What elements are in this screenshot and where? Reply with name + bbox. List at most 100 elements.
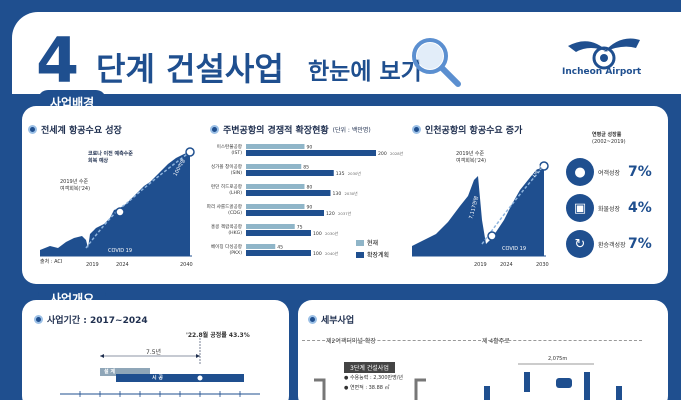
airport-name: 홍콩 첵랍콕공항 bbox=[211, 223, 243, 230]
growth-period: (2002~2019) bbox=[592, 139, 626, 145]
bar-plan-year: 2037년 bbox=[338, 211, 352, 216]
bullet-icon bbox=[28, 125, 37, 134]
bullet-icon bbox=[308, 315, 317, 324]
bar-current bbox=[246, 204, 305, 209]
legend-swatch-current bbox=[356, 239, 364, 246]
bar-plan-label: 200 bbox=[378, 151, 387, 157]
transfer-icon: ↻ bbox=[566, 230, 594, 258]
bar-current-label: 45 bbox=[277, 244, 283, 250]
growth-title: 연평균 성장률 bbox=[592, 132, 622, 138]
bar-plan bbox=[246, 210, 324, 216]
competitor-title: 주변공항의 경쟁적 확장현황 (단위 : 백만명) bbox=[210, 123, 371, 136]
global-note-pre-covid: 코로나 이전 예측수준 회복 예상 bbox=[88, 151, 133, 164]
bar-plan bbox=[246, 230, 311, 236]
incheon-year-2: 2030 bbox=[536, 262, 549, 268]
growth-row-transfer: ↻ 환승객성장 7% bbox=[566, 230, 652, 258]
bar-current-label: 90 bbox=[307, 204, 313, 210]
global-year-0: 2019 bbox=[86, 262, 99, 268]
airport-name: 이스탄불공항 bbox=[217, 143, 243, 150]
runway-length: 2,075m bbox=[548, 356, 568, 362]
bar-plan-label: 120 bbox=[326, 211, 335, 217]
bullet-icon bbox=[34, 315, 43, 324]
detail-box-title: 3단계 건설사업 bbox=[344, 362, 395, 373]
detail-panel bbox=[298, 300, 668, 400]
airport-name: 런던 히드로공항 bbox=[211, 183, 243, 190]
airport-logo-icon bbox=[568, 38, 640, 70]
incheon-demand-chart bbox=[412, 161, 549, 257]
airport-code: (CDG) bbox=[228, 210, 242, 216]
bar-plan bbox=[246, 150, 376, 156]
bar-current-label: 90 bbox=[307, 144, 313, 150]
incheon-year-0: 2019 bbox=[474, 262, 487, 268]
bar-plan bbox=[246, 190, 331, 196]
airport-code: (HKG) bbox=[228, 230, 242, 236]
incheon-year-1: 2024 bbox=[500, 262, 513, 268]
airport-code: (IST) bbox=[231, 150, 242, 156]
bar-current-label: 75 bbox=[297, 224, 303, 230]
overview-panel bbox=[22, 300, 289, 400]
global-year-2: 2040 bbox=[180, 262, 193, 268]
overview-progress: '22.8월 공정률 43.3% bbox=[186, 332, 250, 339]
bar-plan bbox=[246, 250, 311, 256]
magnifier-icon bbox=[412, 38, 461, 87]
airport-name: 파리 샤를드골공항 bbox=[207, 203, 243, 210]
global-year-1: 2024 bbox=[116, 262, 129, 268]
airport-code: (LHR) bbox=[229, 190, 242, 196]
bar-current-label: 85 bbox=[303, 164, 309, 170]
global-demand-title: 전세계 항공수요 성장 bbox=[28, 123, 122, 136]
bar-plan-label: 100 bbox=[313, 251, 322, 257]
detail-capacity: ● 수용능력 : 2,300만명/년 bbox=[344, 375, 404, 381]
bar-plan-year: 2030년 bbox=[345, 191, 359, 196]
terminal-drawing bbox=[314, 378, 426, 400]
bar-current bbox=[246, 144, 305, 149]
title-sub: 한눈에 보기 bbox=[308, 59, 422, 85]
bar-plan-label: 135 bbox=[336, 171, 345, 177]
bar-plan-label: 130 bbox=[333, 191, 342, 197]
bar-plan-year: 2030년 bbox=[325, 231, 339, 236]
detail-area: ● 연면적 : 38.88 ㎡ bbox=[344, 385, 390, 391]
competitor-legend: 현재 확장계획 bbox=[356, 238, 389, 259]
bar-plan-label: 100 bbox=[313, 231, 322, 237]
global-demand-chart bbox=[40, 147, 195, 257]
bar-plan bbox=[246, 170, 334, 176]
airport-code: (SIN) bbox=[231, 170, 242, 176]
airport-code: (PKX) bbox=[229, 250, 242, 256]
airport-name: 베이징 다싱공항 bbox=[211, 243, 243, 250]
title-number: 4 bbox=[36, 24, 80, 97]
incheon-note-recover: 2019년 수준 여객회복('24) bbox=[456, 151, 487, 164]
detail-item-runway: 제 4활주로 bbox=[482, 338, 510, 345]
runway-drawing bbox=[484, 363, 622, 400]
global-source: 출처 : ACI bbox=[40, 259, 63, 265]
title-main: 단계 건설사업 bbox=[96, 50, 284, 88]
bar-plan-year: 2040년 bbox=[325, 251, 339, 256]
bullet-icon bbox=[210, 125, 219, 134]
incheon-covid-label: COVID 19 bbox=[502, 246, 527, 252]
bar-current bbox=[246, 244, 276, 249]
detail-item-terminal: 제2여객터미널 확장 bbox=[326, 338, 376, 345]
detail-title: 세부사업 bbox=[308, 313, 354, 326]
legend-plan: 확장계획 bbox=[356, 250, 389, 259]
bar-plan-year: 2030년 bbox=[348, 171, 362, 176]
global-note-recover: 2019년 수준 여객회복('24) bbox=[60, 179, 91, 192]
overview-period: 사업기간 : 2017~2024 bbox=[34, 313, 148, 326]
growth-row-passenger: ● 여객성장 7% bbox=[566, 158, 652, 186]
gift-icon: ▣ bbox=[566, 194, 594, 222]
incheon-demand-title: 인천공항의 항공수요 증가 bbox=[412, 123, 522, 136]
growth-row-cargo: ▣ 화물성장 4% bbox=[566, 194, 652, 222]
legend-current: 현재 bbox=[356, 238, 389, 247]
bar-current bbox=[246, 164, 302, 169]
bar-current bbox=[246, 184, 305, 189]
phase-design: 설 계 bbox=[104, 369, 115, 375]
legend-swatch-plan bbox=[356, 251, 364, 258]
person-icon: ● bbox=[566, 158, 594, 186]
bar-plan-year: 2028년 bbox=[390, 151, 404, 156]
bullet-icon bbox=[412, 125, 421, 134]
detail-divider bbox=[302, 340, 642, 341]
phase-construct: 시 공 bbox=[152, 375, 163, 381]
bar-current bbox=[246, 224, 295, 229]
overview-timeline bbox=[60, 338, 260, 397]
bar-current-label: 80 bbox=[307, 184, 313, 190]
overview-duration: 7.5년 bbox=[146, 349, 162, 356]
global-covid-label: COVID 19 bbox=[108, 248, 133, 254]
